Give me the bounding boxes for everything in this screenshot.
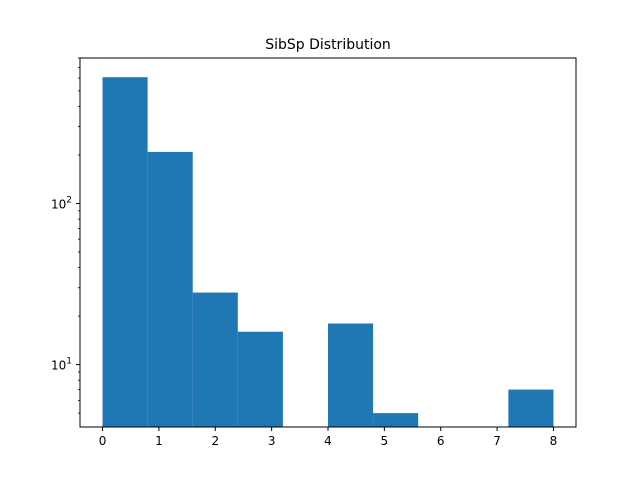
- histogram-bar-5: [328, 323, 374, 427]
- x-tick-label-7: 7: [493, 434, 501, 448]
- bars-group: [102, 77, 554, 427]
- histogram-bar-1: [147, 151, 193, 427]
- histogram-bar-3: [237, 331, 283, 427]
- histogram-bar-0: [102, 77, 148, 427]
- x-tick-label-1: 1: [155, 434, 163, 448]
- x-tick-label-3: 3: [268, 434, 276, 448]
- y-axis: 101 102: [51, 57, 80, 414]
- y-tick-label-10: 101: [51, 357, 72, 373]
- histogram-bar-2: [192, 292, 238, 427]
- x-tick-label-8: 8: [550, 434, 558, 448]
- x-axis: 0 1 2 3 4 5 6 7 8: [99, 427, 558, 448]
- x-tick-label-2: 2: [211, 434, 219, 448]
- chart-title: SibSp Distribution: [265, 37, 391, 53]
- x-tick-label-0: 0: [99, 434, 107, 448]
- x-tick-label-4: 4: [324, 434, 332, 448]
- histogram-bar-6: [373, 413, 419, 427]
- y-tick-label-100: 102: [51, 196, 72, 212]
- x-tick-label-6: 6: [437, 434, 445, 448]
- histogram-bar-9: [508, 389, 554, 427]
- x-tick-label-5: 5: [381, 434, 389, 448]
